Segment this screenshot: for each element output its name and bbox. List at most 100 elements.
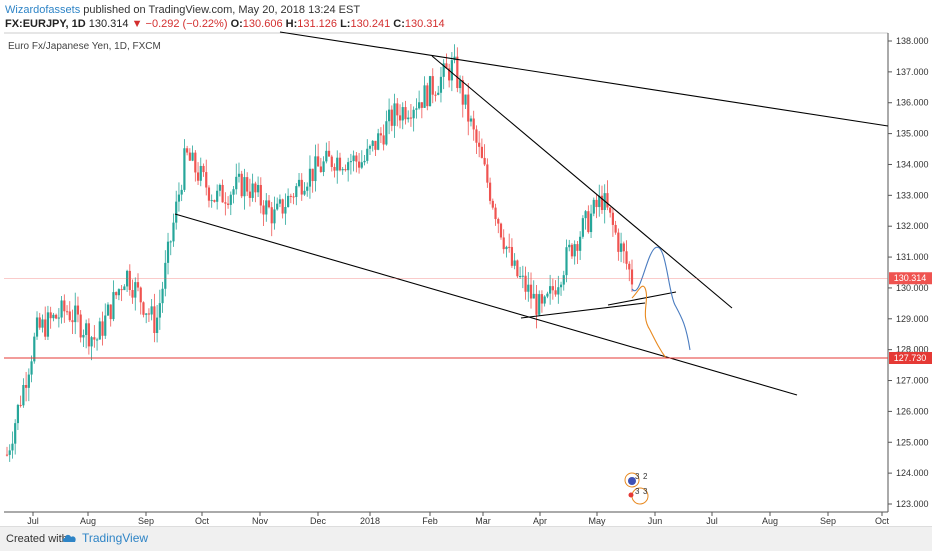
candle-body <box>194 152 197 173</box>
candle-body <box>568 244 571 248</box>
candle-body <box>246 177 249 192</box>
candle-body <box>510 247 514 266</box>
candle-body <box>570 244 574 257</box>
candle-body <box>115 292 118 296</box>
candle-body <box>196 172 200 181</box>
candle-body <box>60 300 63 318</box>
candle-body <box>19 404 22 406</box>
candle-body <box>415 108 418 110</box>
candle-body <box>289 195 292 197</box>
symbol-label: FX:EURJPY, 1D <box>5 18 86 30</box>
candle-body <box>153 306 156 334</box>
candle-body <box>371 140 374 146</box>
y-tick-label: 129.000 <box>896 314 929 324</box>
candle-body <box>273 209 276 224</box>
candle-body <box>87 323 90 347</box>
candle-body <box>251 183 254 198</box>
candle-body <box>314 156 317 182</box>
x-tick-label: Aug <box>80 516 96 526</box>
candle-body <box>554 290 557 295</box>
x-tick-label: Oct <box>195 516 210 526</box>
candle-body <box>319 166 322 172</box>
candle-body <box>360 162 363 168</box>
candle-body <box>418 102 421 109</box>
open-label: O: <box>230 18 243 30</box>
candle-body <box>472 118 475 130</box>
candle-body <box>210 200 213 202</box>
candle-body <box>529 284 533 299</box>
candle-body <box>221 184 224 203</box>
y-tick-label: 124.000 <box>896 468 929 478</box>
marker-number: 3 <box>635 472 640 481</box>
candle-body <box>327 150 331 157</box>
y-tick-label: 136.000 <box>896 98 929 108</box>
candle-body <box>374 140 377 150</box>
candle-body <box>191 152 194 161</box>
candle-body <box>278 199 282 204</box>
price-level-label: 127.730 <box>894 353 927 363</box>
candle-body <box>377 133 380 150</box>
candle-body <box>311 168 314 182</box>
tradingview-logo[interactable]: TradingView <box>62 531 148 545</box>
candle-body <box>68 311 71 321</box>
candle-body <box>448 68 451 81</box>
candle-body <box>589 213 593 233</box>
candle-body <box>303 190 306 195</box>
candle-body <box>183 148 186 190</box>
candle-body <box>584 211 587 219</box>
candle-body <box>207 187 211 201</box>
candle-body <box>90 337 93 347</box>
candle-body <box>213 200 216 202</box>
marker-dot <box>628 477 636 485</box>
y-tick-label: 123.000 <box>896 499 929 509</box>
price-change: −0.292 (−0.22%) <box>145 18 228 30</box>
candle-body <box>532 293 535 299</box>
candle-body <box>256 184 260 193</box>
brand-name: TradingView <box>82 531 149 545</box>
candle-body <box>95 339 99 341</box>
y-tick-label: 134.000 <box>896 159 929 169</box>
candle-body <box>136 282 140 288</box>
candle-body <box>573 244 576 257</box>
candle-body <box>628 263 631 270</box>
candle-body <box>101 321 104 336</box>
candle-body <box>71 320 74 323</box>
candle-body <box>265 200 268 215</box>
price-level-badge <box>889 352 932 365</box>
x-tick-label: Jun <box>648 516 663 526</box>
candle-body <box>63 300 66 312</box>
created-with-text: Created with <box>6 533 68 545</box>
candle-body <box>240 173 243 197</box>
candle-body <box>508 246 511 248</box>
y-tick-label: 131.000 <box>896 252 929 262</box>
candle-body <box>535 293 538 315</box>
low-label: L: <box>340 18 351 30</box>
candle-body <box>150 306 153 315</box>
candle-body <box>131 290 134 298</box>
candle-body <box>357 161 361 168</box>
candle-body <box>284 207 287 214</box>
candle-body <box>549 286 552 294</box>
candle-body <box>456 56 459 89</box>
candle-body <box>543 296 546 304</box>
candle-body <box>581 218 584 237</box>
trend-line <box>520 302 646 319</box>
candle-body <box>404 107 407 120</box>
price-level-badge <box>889 272 932 285</box>
candle-body <box>188 152 191 161</box>
candle-body <box>437 92 440 95</box>
candle-body <box>538 294 541 315</box>
candle-body <box>347 162 350 171</box>
candle-body <box>259 184 262 206</box>
author-link[interactable]: Wizardofassets <box>5 4 81 16</box>
projection-path-blue <box>631 246 691 351</box>
price-chart[interactable]: Euro Fx/Japanese Yen, 1D, FXCM 123.00012… <box>0 0 932 526</box>
x-tick-label: 2018 <box>360 516 380 526</box>
candle-body <box>177 194 181 202</box>
marker-number: 3 <box>643 487 648 496</box>
candle-body <box>93 337 96 340</box>
candle-body <box>216 190 219 202</box>
candle-body <box>519 275 522 277</box>
time-axis: Jul Aug Sep Oct Nov Dec 2018 Feb Mar Apr May Jun Jul… <box>27 512 889 526</box>
candle-body <box>390 109 393 126</box>
